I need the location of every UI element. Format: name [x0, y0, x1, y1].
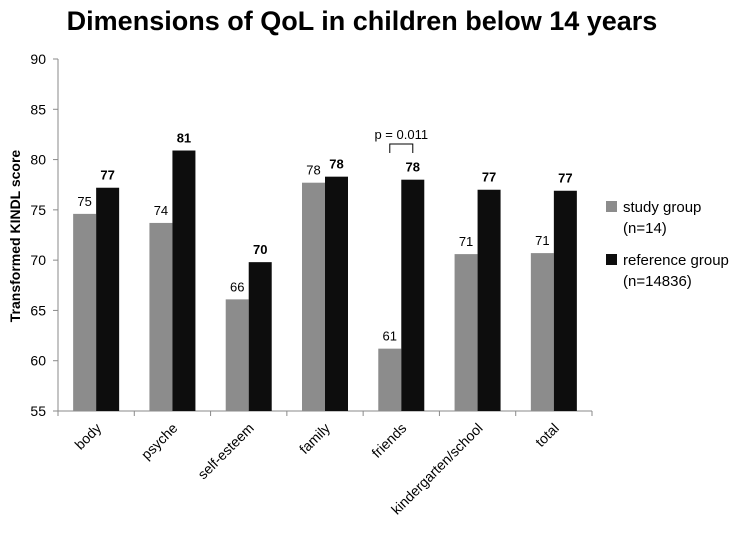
data-label: 71 [459, 234, 473, 249]
data-label: 61 [383, 329, 397, 344]
bar-reference [172, 150, 196, 411]
category-labels: body psyche self-esteem family friendskinder… [71, 420, 561, 518]
chart-title: Dimensions of QoL in children below 14 y… [67, 6, 658, 36]
y-axis-label: Transformed KINDL score [7, 150, 23, 323]
significance-bracket [389, 143, 414, 153]
bar-study [302, 182, 325, 411]
y-tick-label: 65 [30, 302, 46, 318]
category-label: self-esteem [194, 420, 256, 482]
bar-reference [325, 176, 348, 411]
data-label: 75 [77, 194, 91, 209]
legend-sublabel: (n=14) [623, 220, 667, 237]
bar-study [73, 213, 97, 411]
category-label: total [532, 420, 562, 450]
p-value-label: p = 0.011 [374, 127, 428, 142]
legend-swatch [606, 254, 617, 265]
legend-sublabel: (n=14836) [623, 273, 692, 290]
data-label: 70 [253, 242, 267, 257]
category-label: family [296, 420, 333, 457]
data-label: 78 [406, 160, 420, 175]
legend-label: reference group [623, 252, 729, 269]
legend-swatch [606, 201, 617, 212]
bars [73, 150, 577, 411]
bar-reference [401, 179, 425, 411]
category-label: body [71, 420, 104, 453]
legend-label: study group [623, 199, 701, 216]
y-tick-label: 90 [30, 51, 46, 67]
data-label: 66 [230, 279, 244, 294]
bar-study [378, 348, 402, 411]
bar-reference [477, 189, 501, 411]
y-tick-label: 75 [30, 202, 46, 218]
data-label: 78 [306, 163, 320, 178]
y-tick-label: 60 [30, 353, 46, 369]
data-label: 81 [177, 131, 191, 146]
y-tick-label: 85 [30, 101, 46, 117]
data-label: 71 [535, 233, 549, 248]
bar-study [225, 299, 249, 411]
bar-reference [553, 190, 577, 411]
data-labels: 75 77 74 81 66 70 78 78 61 78 71 77 71 77 [77, 131, 572, 344]
data-label: 74 [154, 203, 168, 218]
legend: study group (n=14) reference group (n=14836… [606, 199, 729, 290]
bar-study [149, 222, 173, 411]
y-axis: 55 60 65 70 75 80 85 90 [30, 51, 59, 419]
y-tick-label: 55 [30, 403, 46, 419]
category-label: psyche [138, 420, 181, 463]
bar-study [454, 254, 478, 411]
data-label: 77 [100, 168, 114, 183]
y-tick-label: 70 [30, 252, 46, 268]
category-label: friends [368, 420, 409, 461]
data-label: 78 [329, 157, 343, 172]
data-label: 77 [558, 171, 572, 186]
bar-reference [248, 262, 272, 411]
bar-study [530, 253, 554, 411]
data-label: 77 [482, 170, 496, 185]
y-tick-label: 80 [30, 152, 46, 168]
bar-reference [96, 187, 120, 411]
significance-annotation: p = 0.011 [374, 127, 428, 153]
x-axis [57, 410, 593, 416]
